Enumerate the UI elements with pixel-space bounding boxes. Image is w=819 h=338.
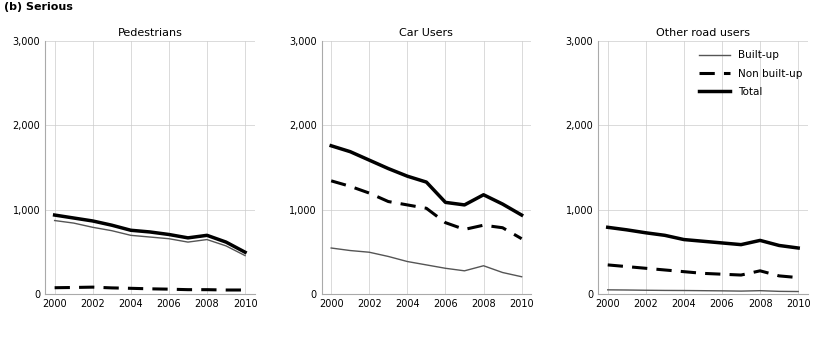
- Title: Car Users: Car Users: [399, 28, 453, 39]
- Title: Pedestrians: Pedestrians: [117, 28, 182, 39]
- Text: (b) Serious: (b) Serious: [4, 2, 73, 12]
- Title: Other road users: Other road users: [655, 28, 749, 39]
- Legend: Built-up, Non built-up, Total: Built-up, Non built-up, Total: [694, 46, 806, 101]
